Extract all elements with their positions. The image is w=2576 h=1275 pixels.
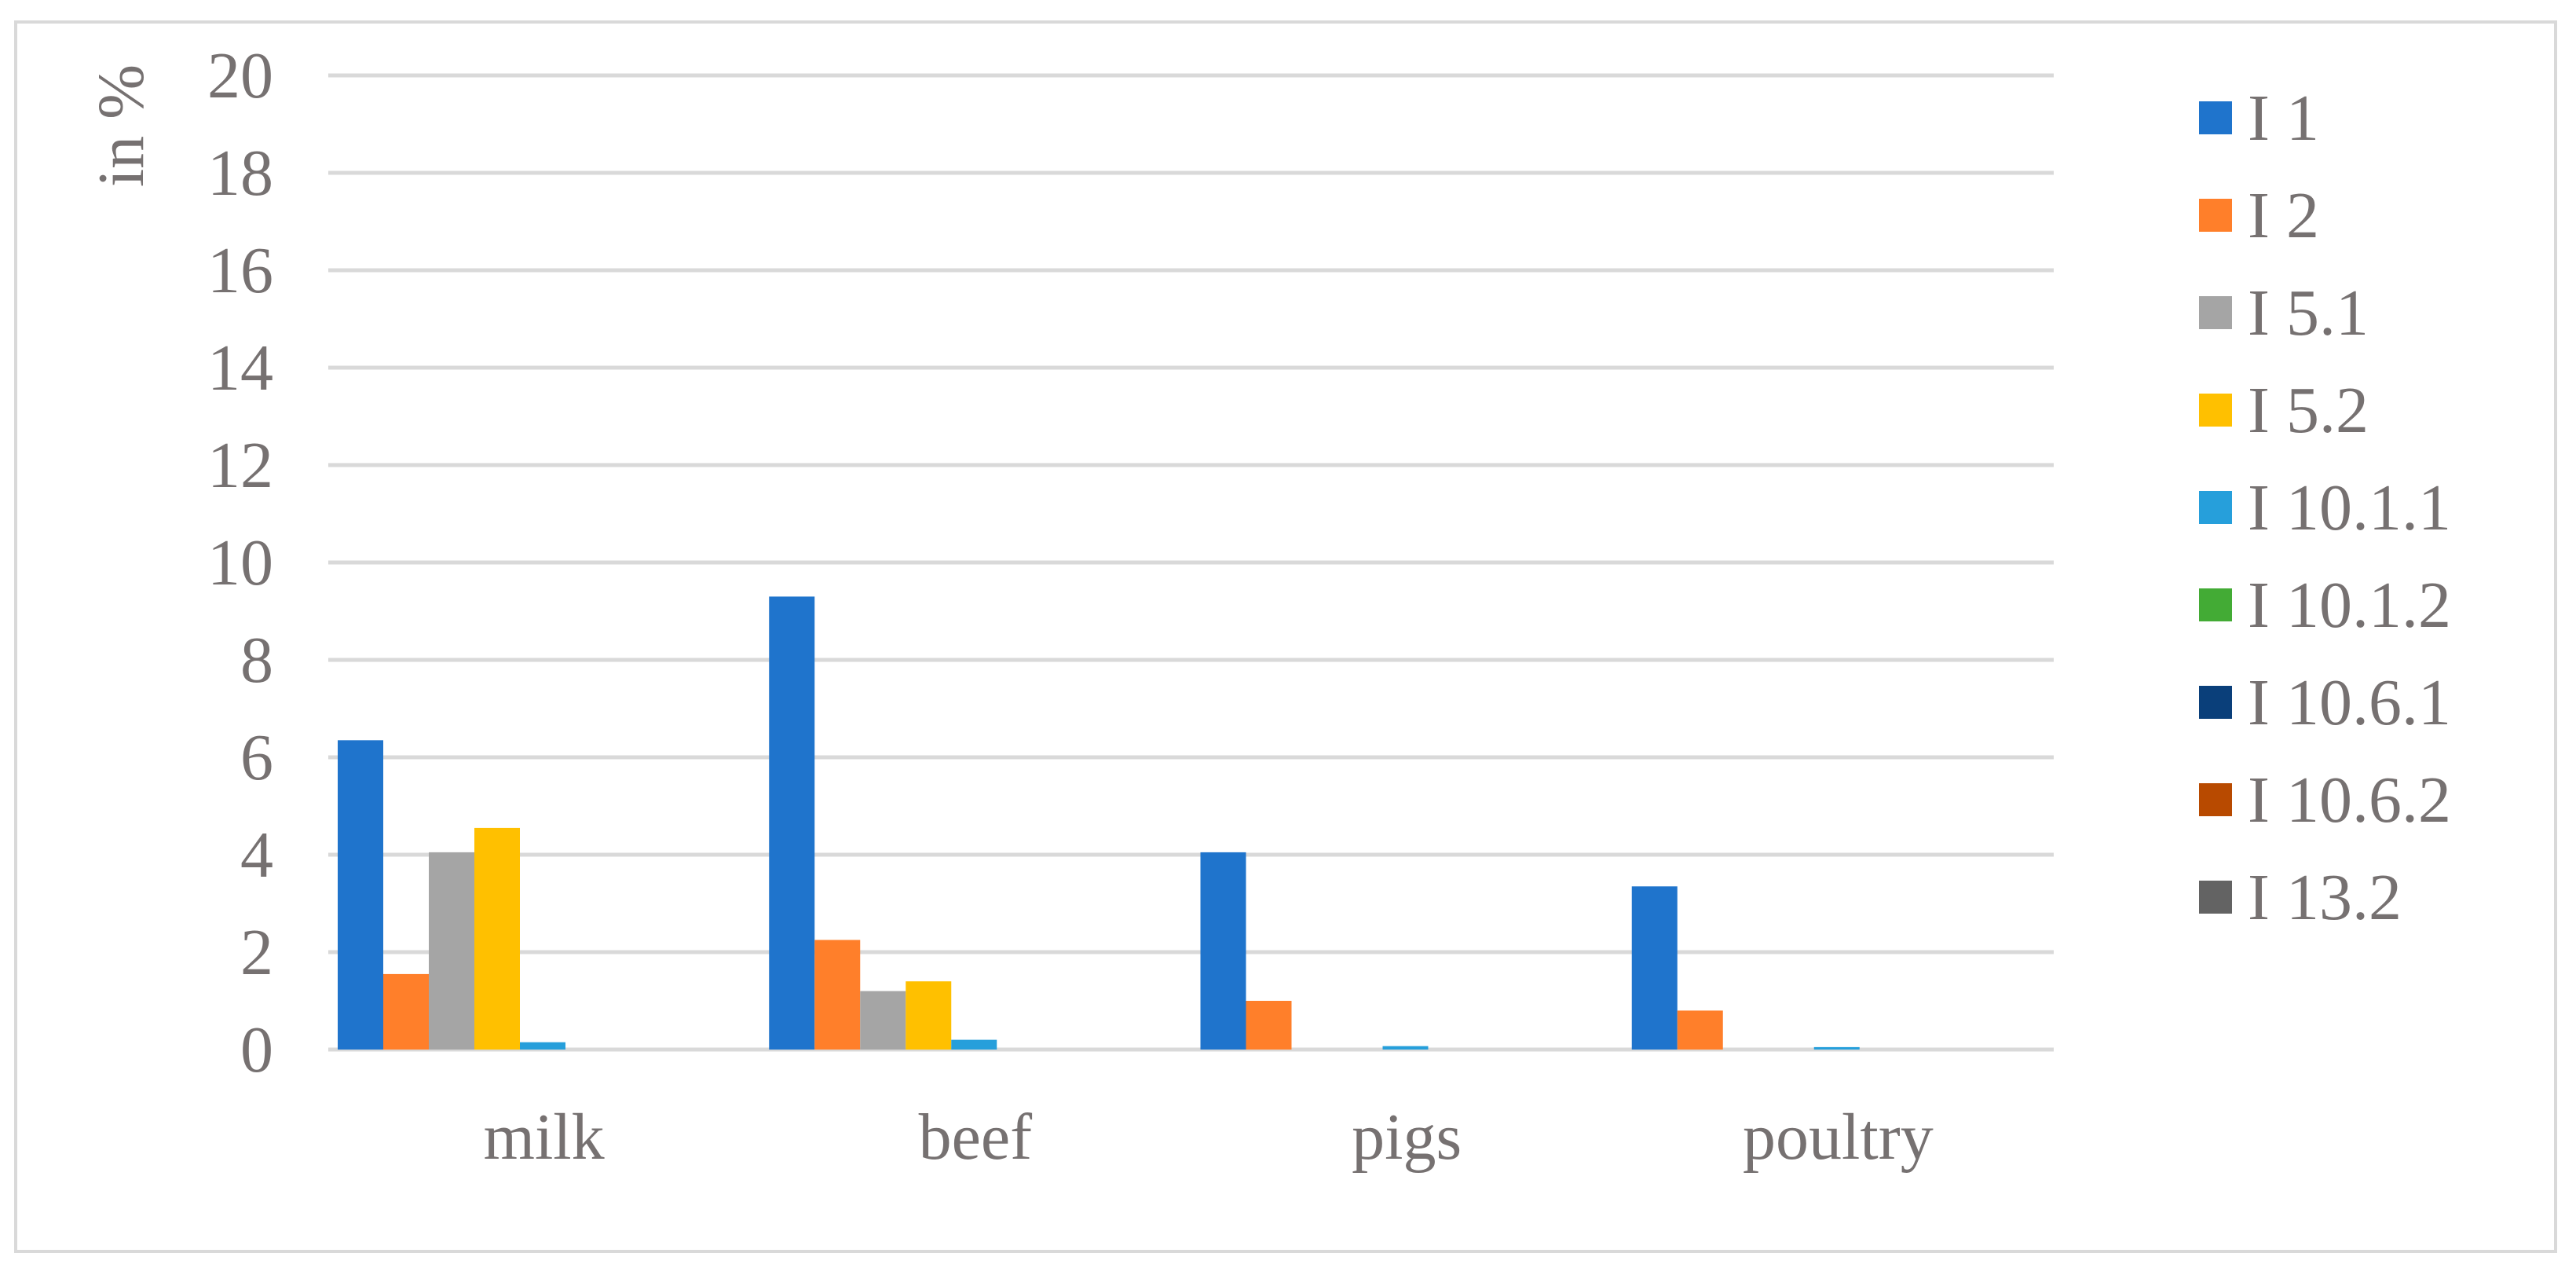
legend-label: I 10.6.2: [2248, 764, 2451, 837]
x-category-label: pigs: [1352, 1101, 1462, 1174]
bars: [338, 596, 1860, 1050]
legend-swatch: [2199, 101, 2232, 134]
y-tick-label: 6: [240, 721, 273, 794]
legend-swatch: [2199, 686, 2232, 719]
legend-label: I 5.2: [2248, 374, 2369, 447]
legend-swatch: [2199, 881, 2232, 914]
y-tick-label: 8: [240, 624, 273, 697]
legend-label: I 1: [2248, 82, 2319, 155]
bar-poultry-I-10-1-1: [1813, 1046, 1860, 1050]
bar-beef-I-5-2: [906, 981, 952, 1050]
x-axis-categories: milk beef pigs poultry: [484, 1101, 1934, 1174]
legend-label: I 2: [2248, 179, 2319, 252]
y-tick-label: 16: [207, 234, 273, 307]
legend-swatch: [2199, 296, 2232, 329]
bar-milk-I-1: [338, 740, 383, 1050]
gridlines: [328, 73, 2054, 1052]
y-tick-label: 4: [240, 819, 273, 892]
y-tick-label: 0: [240, 1013, 273, 1086]
bar-milk-I-10-1-1: [520, 1042, 565, 1050]
legend-swatch: [2199, 588, 2232, 621]
bar-milk-I-5-1: [429, 852, 474, 1050]
legend-swatch: [2199, 394, 2232, 427]
x-category-label: poultry: [1743, 1101, 1934, 1174]
legend-label: I 10.1.2: [2248, 569, 2451, 642]
bar-poultry-I-2: [1677, 1010, 1723, 1050]
legend-label: I 5.1: [2248, 277, 2369, 350]
legend-label: I 10.6.1: [2248, 666, 2451, 739]
bar-pigs-I-10-1-1: [1382, 1046, 1429, 1050]
legend-swatch: [2199, 491, 2232, 524]
y-tick-label: 14: [207, 332, 273, 405]
bar-beef-I-5-1: [860, 991, 906, 1050]
y-tick-label: 12: [207, 429, 273, 502]
y-tick-label: 18: [207, 137, 273, 210]
bar-poultry-I-1: [1631, 886, 1678, 1050]
y-tick-label: 2: [240, 916, 273, 989]
x-category-label: beef: [919, 1101, 1033, 1174]
y-tick-label: 20: [207, 39, 273, 112]
bar-milk-I-2: [383, 973, 429, 1050]
bar-beef-I-10-1-1: [951, 1039, 997, 1050]
legend-label: I 10.1.1: [2248, 471, 2451, 544]
y-axis-ticks: 0 2 4 6 8 10 12 14 16 18 20: [207, 39, 273, 1086]
y-axis-title: in %: [85, 64, 158, 187]
legend-swatch: [2199, 199, 2232, 232]
bar-pigs-I-2: [1246, 1001, 1292, 1050]
legend: I 1 I 2 I 5.1 I 5.2 I 10.1.1 I 10.1.2 I 10.6.1…: [2199, 82, 2451, 934]
legend-label: I 13.2: [2248, 861, 2402, 934]
legend-swatch: [2199, 783, 2232, 816]
y-tick-label: 10: [207, 526, 273, 599]
bar-beef-I-1: [769, 596, 815, 1050]
bar-pigs-I-1: [1200, 852, 1246, 1050]
x-category-label: milk: [484, 1101, 605, 1174]
bar-beef-I-2: [814, 940, 861, 1050]
bar-milk-I-5-2: [474, 827, 520, 1050]
